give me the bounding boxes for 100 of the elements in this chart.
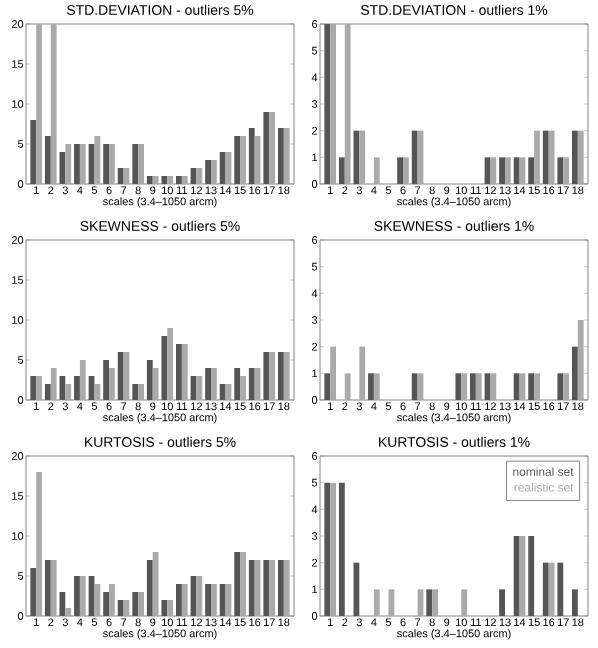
bar [74, 576, 80, 616]
bar [368, 373, 374, 400]
bar [94, 135, 101, 184]
bar [152, 367, 159, 400]
bar [248, 127, 255, 184]
bar [277, 127, 284, 184]
bar [181, 343, 188, 400]
bar [50, 23, 57, 184]
bar [490, 157, 497, 184]
bar [117, 351, 124, 400]
bar [277, 351, 284, 400]
bar [167, 175, 174, 184]
bar [248, 560, 255, 616]
bar [557, 157, 564, 184]
bar [563, 157, 570, 184]
bar [36, 472, 43, 616]
bar [344, 373, 351, 400]
bar [403, 157, 409, 184]
bar [196, 167, 203, 184]
bar [528, 536, 535, 616]
bar [455, 373, 462, 400]
bar [426, 589, 433, 616]
bar [74, 143, 80, 184]
bar [219, 383, 226, 400]
bar [205, 367, 211, 400]
bar [152, 552, 159, 616]
bar [499, 589, 505, 616]
bar [513, 373, 520, 400]
bar [254, 367, 261, 400]
bar [359, 346, 366, 400]
bar [94, 383, 101, 400]
bar [36, 23, 43, 184]
bar [542, 130, 549, 184]
bar [330, 346, 337, 400]
bar [234, 135, 241, 184]
bar [117, 167, 124, 184]
bar [263, 351, 270, 400]
bar [263, 111, 270, 184]
bar [219, 151, 226, 184]
bar [490, 373, 497, 400]
bar [513, 157, 520, 184]
bar [132, 383, 139, 400]
bar [330, 23, 337, 184]
bar [461, 589, 468, 616]
bar [359, 130, 366, 184]
bar [470, 373, 476, 400]
bar [499, 157, 505, 184]
bar [109, 584, 115, 616]
bar [277, 560, 284, 616]
bar [196, 576, 203, 616]
bar [263, 560, 270, 616]
bar [548, 562, 555, 616]
bar [44, 383, 51, 400]
bar [283, 127, 290, 184]
bar [196, 375, 203, 400]
bar [176, 175, 182, 184]
bar [338, 157, 345, 184]
bar [269, 560, 276, 616]
bar [411, 130, 418, 184]
bar [79, 576, 86, 616]
bar [176, 343, 182, 400]
bar [534, 130, 540, 184]
bar [411, 373, 418, 400]
bar [563, 373, 570, 400]
bar [103, 592, 110, 616]
bar [373, 589, 380, 616]
bar [324, 373, 331, 400]
bar [373, 373, 380, 400]
bar [146, 175, 153, 184]
bar [248, 367, 255, 400]
bar [338, 482, 345, 616]
bar [557, 373, 564, 400]
bar [205, 584, 211, 616]
bar [234, 552, 241, 616]
bar [210, 584, 217, 616]
bar [132, 143, 139, 184]
bar [30, 375, 37, 400]
bar [577, 130, 584, 184]
bar [161, 335, 168, 400]
bar [330, 482, 337, 616]
bar [30, 568, 37, 616]
bar [30, 119, 37, 184]
bar [181, 584, 188, 616]
bar [240, 135, 246, 184]
bar [234, 367, 241, 400]
bar [269, 351, 276, 400]
bar [138, 143, 144, 184]
bar [79, 359, 86, 400]
bar [397, 157, 404, 184]
bar [534, 373, 540, 400]
bar [167, 327, 174, 400]
bar [65, 143, 72, 184]
bar [36, 375, 43, 400]
bar [504, 157, 511, 184]
bar [571, 346, 578, 400]
bar [109, 143, 115, 184]
bar [109, 367, 115, 400]
bar [432, 589, 438, 616]
bar [577, 319, 584, 400]
bar [210, 367, 217, 400]
